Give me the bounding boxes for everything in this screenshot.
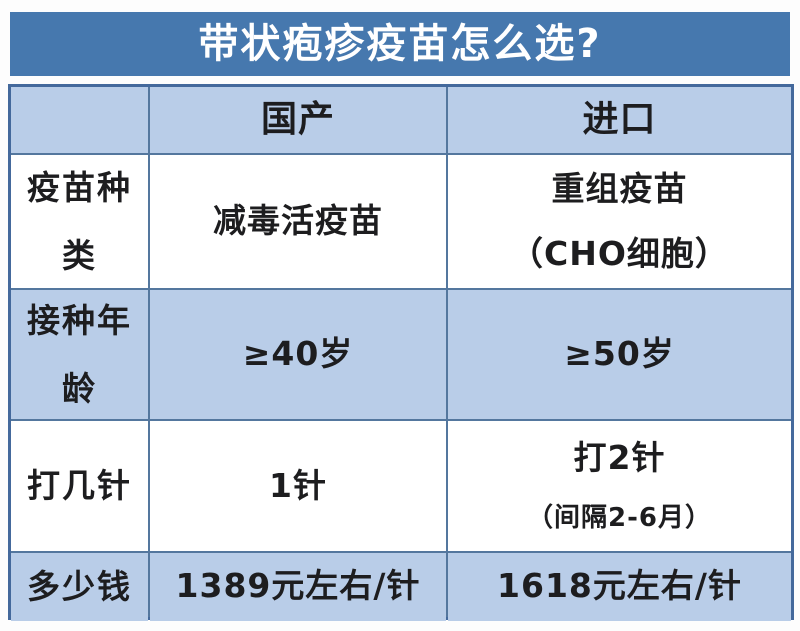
cell-vaccine-type-domestic: 减毒活疫苗 [150, 155, 446, 288]
cell-age-imported: ≥50岁 [448, 290, 791, 419]
column-header-domestic: 国产 [150, 87, 446, 153]
cell-text: 减毒活疫苗 [213, 201, 383, 241]
corner-cell [11, 87, 148, 153]
cell-text: 1针 [269, 465, 327, 505]
page-title: 带状疱疹疫苗怎么选? [198, 21, 602, 67]
cell-text: 重组疫苗 [551, 168, 688, 208]
cell-age-domestic: ≥40岁 [150, 290, 446, 419]
cell-text: ≥40岁 [242, 334, 354, 374]
column-header-label: 进口 [582, 98, 657, 140]
column-header-label: 国产 [260, 98, 335, 140]
cell-shots-imported: 打2针 （间隔2-6月） [448, 421, 791, 551]
cell-price-domestic: 1389元左右/针 [150, 553, 446, 621]
cell-vaccine-type-imported: 重组疫苗 （CHO细胞） [448, 155, 791, 288]
row-label-text: 接种年龄 [27, 300, 132, 408]
cell-text-secondary: （CHO细胞） [510, 233, 729, 273]
column-header-imported: 进口 [448, 87, 791, 153]
cell-shots-domestic: 1针 [150, 421, 446, 551]
row-label-vaccination-age: 接种年龄 [11, 290, 148, 419]
cell-text: ≥50岁 [564, 334, 675, 374]
comparison-table: 国产 进口 疫苗种类 减毒活疫苗 重组疫苗 （CHO细胞） 接种年龄 ≥40岁 … [8, 84, 794, 621]
row-label-text: 打几针 [27, 466, 132, 506]
cell-text: 1618元左右/针 [497, 566, 742, 606]
row-label-text: 疫苗种类 [27, 167, 132, 275]
title-banner: 带状疱疹疫苗怎么选? [10, 12, 790, 76]
cell-text: 1389元左右/针 [175, 566, 421, 606]
row-label-text: 多少钱 [27, 567, 132, 606]
cell-text: 打2针 [573, 437, 666, 477]
cell-price-imported: 1618元左右/针 [448, 553, 791, 621]
row-label-shots: 打几针 [11, 421, 148, 551]
row-label-price: 多少钱 [11, 553, 148, 621]
cell-text-secondary: （间隔2-6月） [527, 502, 712, 533]
row-label-vaccine-type: 疫苗种类 [11, 155, 148, 288]
